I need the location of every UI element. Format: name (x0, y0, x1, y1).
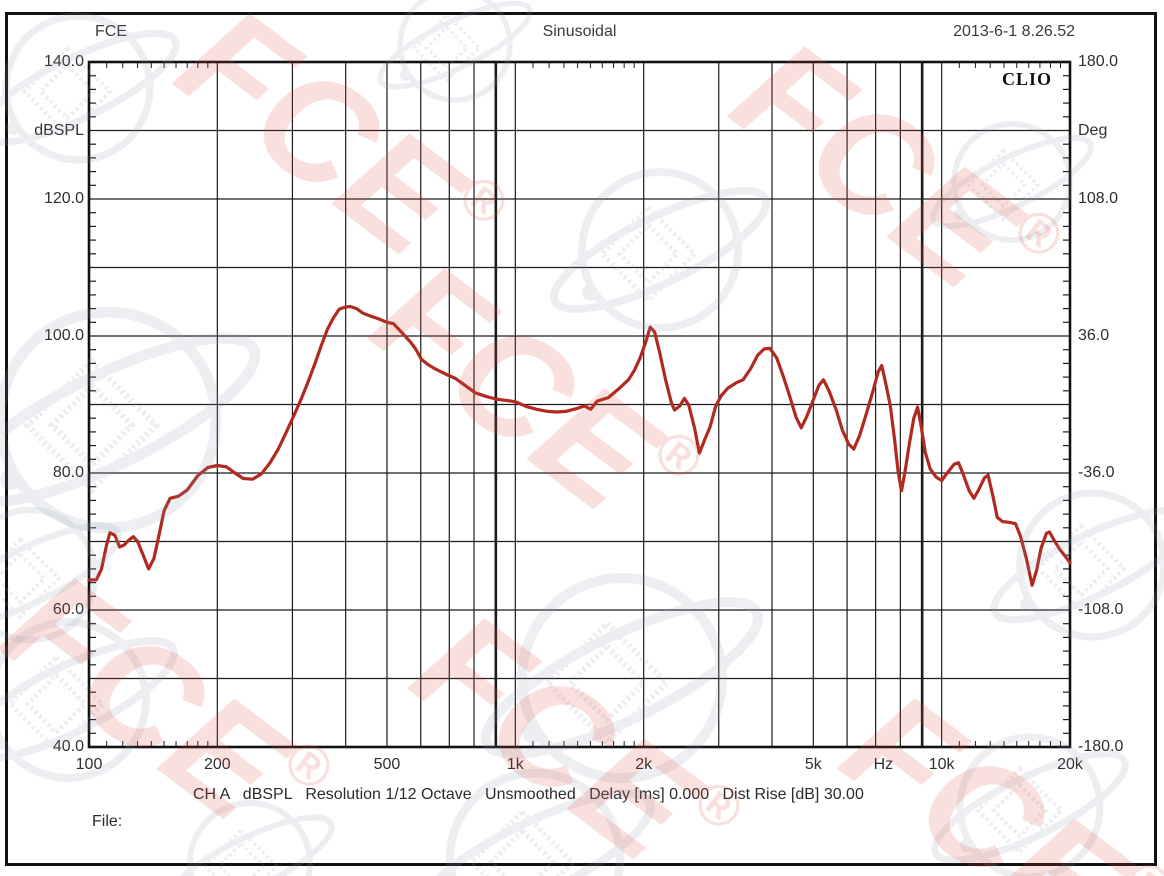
x-axis-tick-label: Hz (873, 756, 894, 773)
header-brand-text: FCE (95, 23, 127, 40)
y-right-tick-label: -180.0 (1078, 738, 1124, 755)
y-left-tick-label: 120.0 (43, 190, 84, 207)
y-right-axis-unit: Deg (1078, 122, 1108, 139)
x-axis-tick-label: 2k (635, 756, 653, 773)
y-left-axis-unit: dBSPL (34, 122, 84, 139)
x-axis-tick-label: 200 (203, 756, 231, 773)
y-right-tick-label: 108.0 (1078, 190, 1119, 207)
y-right-tick-label: 36.0 (1078, 327, 1110, 344)
y-left-tick-label: 100.0 (43, 327, 84, 344)
y-right-tick-label: 180.0 (1078, 53, 1119, 70)
x-axis-tick-label: 500 (373, 756, 401, 773)
y-right-tick-label: -108.0 (1078, 601, 1124, 618)
measurement-settings-caption: CH A dBSPL Resolution 1/12 Octave Unsmoo… (193, 786, 864, 803)
file-label: File: (92, 813, 123, 830)
x-axis-tick-label: 10k (928, 756, 955, 773)
y-right-tick-label: -36.0 (1078, 464, 1115, 481)
y-left-tick-label: 40.0 (52, 738, 84, 755)
x-axis-tick-label: 20k (1057, 756, 1083, 773)
measurement-datetime: 2013-6-1 8.26.52 (953, 23, 1075, 40)
x-axis-tick-label: 5k (804, 756, 822, 773)
report-frame (5, 12, 1157, 866)
y-left-tick-label: 60.0 (52, 601, 84, 618)
x-axis-tick-label: 1k (506, 756, 524, 773)
x-axis-tick-label: 100 (75, 756, 103, 773)
y-left-tick-label: 140.0 (43, 53, 84, 70)
measurement-title: Sinusoidal (542, 23, 617, 40)
y-left-tick-label: 80.0 (52, 464, 84, 481)
